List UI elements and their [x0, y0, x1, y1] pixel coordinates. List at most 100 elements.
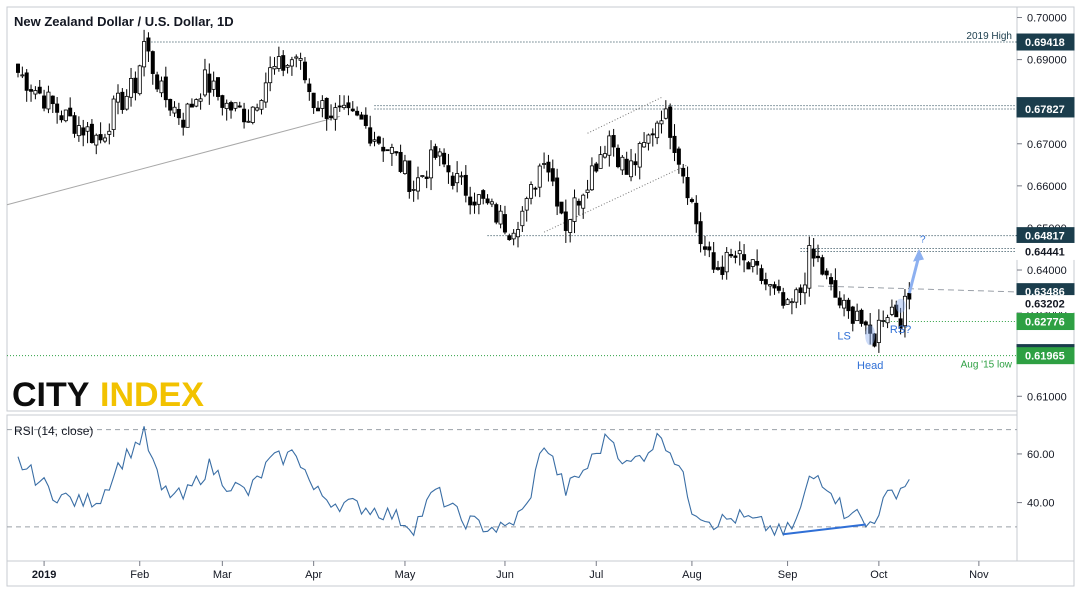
candle-body — [507, 235, 512, 241]
candle-body — [59, 115, 64, 121]
candle-body — [29, 89, 34, 92]
candle-body — [189, 103, 194, 108]
candle-body — [720, 266, 725, 275]
candle-body — [855, 310, 860, 322]
price-tick-label: 0.66000 — [1027, 181, 1067, 193]
candle-body — [172, 106, 177, 114]
candle-body — [676, 148, 681, 165]
candle-body — [459, 175, 464, 178]
candle-body — [55, 103, 60, 113]
candle-body — [776, 286, 781, 291]
candle-body — [194, 99, 199, 107]
candle-body — [37, 86, 42, 94]
candle-body — [420, 175, 425, 177]
candle-body — [202, 69, 207, 96]
candle-body — [394, 151, 399, 154]
candle-body — [442, 152, 447, 165]
annotation-head: Head — [857, 360, 883, 372]
candle-body — [746, 262, 751, 270]
candle-body — [894, 304, 899, 318]
candle-body — [537, 165, 542, 188]
annotation-aug15-low: Aug '15 low — [961, 360, 1013, 371]
city-index-logo: CITY INDEX — [12, 374, 212, 414]
candle-body — [816, 255, 821, 259]
candle-body — [872, 333, 877, 347]
price-tag-box — [1016, 313, 1075, 331]
candle-body — [846, 299, 851, 312]
candle-body — [772, 284, 777, 289]
price-tag-label: 0.69418 — [1025, 37, 1065, 49]
candle-body — [868, 324, 873, 334]
candle-body — [333, 107, 338, 120]
candle-body — [329, 115, 334, 118]
price-tag-box — [1016, 33, 1075, 51]
rs-ellipse — [895, 298, 906, 313]
candle-body — [263, 82, 268, 103]
candle-body — [589, 165, 594, 191]
time-tick-label: Apr — [305, 569, 322, 581]
rsi-pane — [6, 414, 1018, 562]
candle-body — [76, 125, 81, 137]
price-tag-box — [1016, 100, 1075, 118]
candle-body — [211, 80, 216, 90]
candle-body — [120, 91, 125, 110]
candle-body — [902, 295, 907, 327]
price-tag-label: 0.63202 — [1025, 299, 1065, 311]
candle-body — [346, 102, 351, 109]
candle-body — [802, 284, 807, 294]
candle-body — [781, 292, 786, 306]
time-tick-label: Feb — [130, 569, 149, 581]
candle-body — [137, 65, 142, 95]
candle-body — [242, 108, 247, 123]
candle-body — [563, 211, 568, 231]
candle-body — [607, 135, 612, 156]
candle-body — [350, 108, 355, 112]
candle-body — [481, 190, 486, 199]
candle-body — [94, 134, 99, 146]
candle-body — [33, 90, 38, 95]
candle-body — [150, 51, 155, 74]
candle-body — [516, 229, 521, 238]
channel-lower — [543, 164, 688, 233]
projection-arrow — [907, 259, 920, 294]
candle-body — [650, 133, 655, 136]
candle-body — [294, 56, 299, 59]
candle-body — [111, 98, 116, 130]
candle-body — [685, 177, 690, 199]
annotation-ls: LS — [837, 330, 850, 342]
candle-body — [824, 270, 829, 276]
rsi-tick-label: 60.00 — [1027, 449, 1055, 461]
candle-body — [555, 177, 560, 207]
price-pane — [6, 6, 1018, 412]
candle-body — [642, 142, 647, 148]
candle-body — [889, 306, 894, 315]
candle-body — [572, 197, 577, 222]
candle-body — [20, 74, 25, 77]
candle-body — [220, 95, 225, 108]
candle-body — [520, 210, 525, 227]
candle-body — [837, 297, 842, 306]
candle-body — [342, 104, 347, 109]
price-tick-label: 0.69000 — [1027, 55, 1067, 67]
projection-arrowhead — [913, 248, 924, 262]
candle-body — [320, 100, 325, 109]
candle-body — [637, 143, 642, 168]
candle-body — [198, 98, 203, 102]
chart-title: New Zealand Dollar / U.S. Dollar, 1D — [14, 14, 234, 29]
candle-body — [833, 280, 838, 298]
candle-body — [672, 135, 677, 153]
candle-body — [311, 92, 316, 109]
rsi-tick-label: 40.00 — [1027, 498, 1055, 510]
candle-body — [707, 246, 712, 251]
candle-body — [681, 167, 686, 177]
candle-body — [689, 199, 694, 202]
candle-body — [298, 58, 303, 61]
candle-body — [711, 252, 716, 270]
candle-body — [742, 254, 747, 261]
candle-body — [576, 200, 581, 206]
candle-body — [724, 251, 729, 273]
price-tick-label: 0.64000 — [1027, 265, 1067, 277]
head-ellipse — [865, 325, 876, 346]
candle-body — [876, 319, 881, 343]
